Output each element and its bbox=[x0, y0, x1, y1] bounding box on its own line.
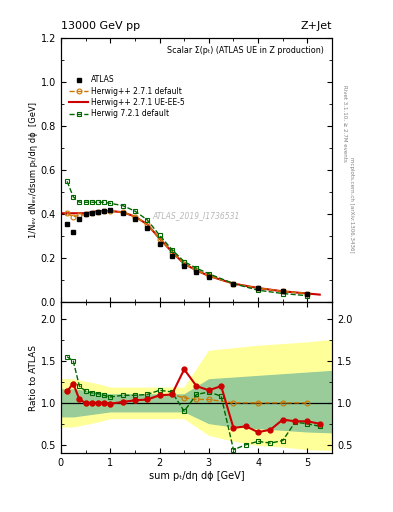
Herwig++ 2.7.1 UE-EE-5 bbox=[318, 291, 322, 297]
Herwig 7.2.1 default bbox=[95, 199, 100, 205]
ATLAS bbox=[71, 229, 75, 235]
Herwig++ 2.7.1 default bbox=[145, 221, 150, 227]
Herwig++ 2.7.1 default bbox=[120, 209, 125, 215]
Herwig++ 2.7.1 default bbox=[132, 214, 137, 220]
Herwig 7.2.1 default bbox=[157, 232, 162, 238]
Legend: ATLAS, Herwig++ 2.7.1 default, Herwig++ 2.7.1 UE-EE-5, Herwig 7.2.1 default: ATLAS, Herwig++ 2.7.1 default, Herwig++ … bbox=[68, 74, 186, 120]
ATLAS bbox=[65, 221, 70, 227]
ATLAS bbox=[305, 290, 310, 296]
Herwig++ 2.7.1 default bbox=[102, 208, 107, 214]
X-axis label: sum pₜ/dη dϕ [GeV]: sum pₜ/dη dϕ [GeV] bbox=[149, 471, 244, 481]
Herwig++ 2.7.1 UE-EE-5 bbox=[71, 210, 75, 216]
ATLAS bbox=[83, 211, 88, 218]
ATLAS bbox=[145, 224, 150, 230]
Herwig++ 2.7.1 default bbox=[157, 236, 162, 242]
Herwig 7.2.1 default bbox=[132, 208, 137, 214]
Herwig 7.2.1 default bbox=[102, 199, 107, 205]
ATLAS bbox=[102, 208, 107, 214]
Y-axis label: Ratio to ATLAS: Ratio to ATLAS bbox=[29, 345, 38, 411]
Herwig++ 2.7.1 default bbox=[169, 249, 174, 255]
Herwig 7.2.1 default bbox=[89, 199, 94, 205]
Line: Herwig 7.2.1 default: Herwig 7.2.1 default bbox=[64, 179, 310, 298]
Herwig 7.2.1 default bbox=[77, 199, 82, 205]
Herwig++ 2.7.1 UE-EE-5 bbox=[95, 208, 100, 214]
Herwig 7.2.1 default bbox=[83, 199, 88, 205]
Herwig++ 2.7.1 UE-EE-5 bbox=[256, 285, 261, 291]
Herwig++ 2.7.1 UE-EE-5 bbox=[231, 281, 236, 287]
Herwig++ 2.7.1 UE-EE-5 bbox=[305, 290, 310, 296]
Text: 13000 GeV pp: 13000 GeV pp bbox=[61, 20, 140, 31]
ATLAS bbox=[157, 241, 162, 247]
Herwig++ 2.7.1 UE-EE-5 bbox=[145, 221, 150, 227]
Herwig 7.2.1 default bbox=[65, 178, 70, 184]
Herwig++ 2.7.1 default bbox=[182, 261, 187, 267]
Herwig++ 2.7.1 UE-EE-5 bbox=[83, 210, 88, 216]
Herwig++ 2.7.1 default bbox=[194, 267, 199, 273]
Herwig++ 2.7.1 UE-EE-5 bbox=[281, 288, 285, 294]
ATLAS bbox=[89, 210, 94, 216]
Text: Z+Jet: Z+Jet bbox=[301, 20, 332, 31]
Herwig 7.2.1 default bbox=[231, 281, 236, 287]
Herwig++ 2.7.1 UE-EE-5 bbox=[169, 249, 174, 255]
Herwig 7.2.1 default bbox=[281, 290, 285, 296]
ATLAS bbox=[231, 281, 236, 287]
Herwig++ 2.7.1 UE-EE-5 bbox=[108, 208, 112, 214]
Text: mcplots.cern.ch [arXiv:1306.3436]: mcplots.cern.ch [arXiv:1306.3436] bbox=[349, 157, 354, 252]
Herwig 7.2.1 default bbox=[169, 246, 174, 252]
Text: Scalar Σ(pₜ) (ATLAS UE in Z production): Scalar Σ(pₜ) (ATLAS UE in Z production) bbox=[167, 46, 324, 55]
ATLAS bbox=[108, 207, 112, 213]
Herwig 7.2.1 default bbox=[71, 194, 75, 200]
Herwig++ 2.7.1 UE-EE-5 bbox=[206, 273, 211, 279]
Herwig++ 2.7.1 UE-EE-5 bbox=[120, 209, 125, 215]
Herwig 7.2.1 default bbox=[305, 293, 310, 299]
Herwig 7.2.1 default bbox=[194, 265, 199, 271]
Line: Herwig++ 2.7.1 default: Herwig++ 2.7.1 default bbox=[64, 208, 310, 296]
Herwig++ 2.7.1 UE-EE-5 bbox=[157, 236, 162, 242]
Herwig 7.2.1 default bbox=[182, 259, 187, 265]
Text: Rivet 3.1.10, ≥ 2.7M events: Rivet 3.1.10, ≥ 2.7M events bbox=[343, 84, 348, 161]
Herwig++ 2.7.1 default bbox=[206, 273, 211, 279]
Herwig++ 2.7.1 default bbox=[77, 212, 82, 219]
Herwig++ 2.7.1 default bbox=[231, 281, 236, 287]
Herwig++ 2.7.1 default bbox=[256, 285, 261, 291]
Text: ATLAS_2019_I1736531: ATLAS_2019_I1736531 bbox=[153, 211, 240, 220]
Herwig++ 2.7.1 default bbox=[83, 211, 88, 218]
ATLAS bbox=[169, 253, 174, 259]
Herwig++ 2.7.1 default bbox=[95, 209, 100, 215]
ATLAS bbox=[95, 209, 100, 215]
Herwig 7.2.1 default bbox=[108, 200, 112, 206]
ATLAS bbox=[206, 274, 211, 280]
ATLAS bbox=[182, 263, 187, 269]
ATLAS bbox=[281, 288, 285, 294]
ATLAS bbox=[77, 216, 82, 222]
Herwig++ 2.7.1 UE-EE-5 bbox=[182, 261, 187, 267]
Y-axis label: 1/Nₑᵥ dNₑᵥ/dsum pₜ/dη dϕ  [GeV]: 1/Nₑᵥ dNₑᵥ/dsum pₜ/dη dϕ [GeV] bbox=[29, 102, 38, 239]
Herwig++ 2.7.1 default bbox=[281, 288, 285, 294]
Herwig++ 2.7.1 UE-EE-5 bbox=[59, 210, 63, 216]
ATLAS bbox=[120, 210, 125, 216]
Herwig++ 2.7.1 UE-EE-5 bbox=[132, 214, 137, 220]
Line: Herwig++ 2.7.1 UE-EE-5: Herwig++ 2.7.1 UE-EE-5 bbox=[61, 211, 320, 294]
Line: ATLAS: ATLAS bbox=[64, 207, 310, 296]
Herwig++ 2.7.1 default bbox=[89, 210, 94, 216]
ATLAS bbox=[132, 216, 137, 222]
Herwig++ 2.7.1 default bbox=[65, 210, 70, 216]
Herwig++ 2.7.1 default bbox=[305, 290, 310, 296]
Herwig 7.2.1 default bbox=[120, 202, 125, 208]
ATLAS bbox=[194, 268, 199, 274]
ATLAS bbox=[256, 285, 261, 291]
Herwig 7.2.1 default bbox=[206, 271, 211, 277]
Herwig 7.2.1 default bbox=[145, 217, 150, 223]
Herwig++ 2.7.1 default bbox=[108, 208, 112, 214]
Herwig++ 2.7.1 default bbox=[71, 214, 75, 220]
Herwig 7.2.1 default bbox=[256, 287, 261, 293]
Herwig++ 2.7.1 UE-EE-5 bbox=[194, 267, 199, 273]
